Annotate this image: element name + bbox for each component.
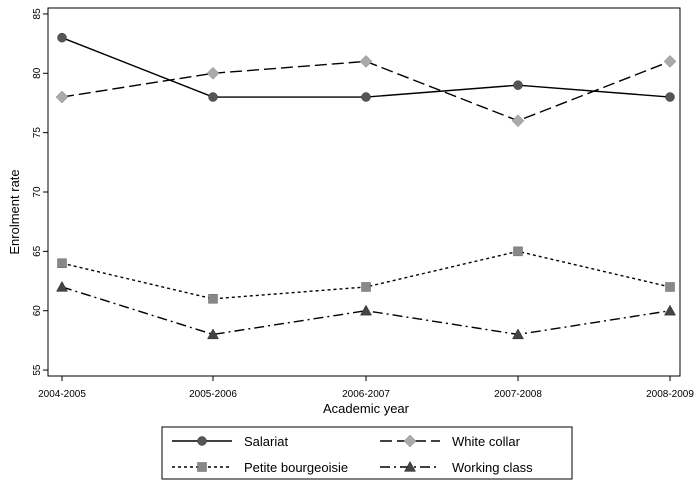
data-point — [206, 66, 220, 80]
x-axis-label: Academic year — [323, 401, 410, 416]
legend-marker — [403, 434, 417, 448]
legend-marker — [197, 436, 207, 446]
data-point — [512, 328, 524, 340]
series-white-collar — [55, 55, 677, 128]
series-lines — [55, 32, 677, 340]
data-point — [360, 304, 372, 316]
legend-label: White collar — [452, 434, 521, 449]
x-tick-label: 2004-2005 — [38, 389, 86, 400]
data-point — [664, 304, 676, 316]
legend-box — [161, 426, 573, 480]
data-point — [663, 55, 677, 68]
y-tick-label: 70 — [32, 186, 43, 198]
legend-item: Petite bourgeoisie — [172, 460, 348, 475]
data-point — [361, 282, 371, 292]
legend-label: Working class — [452, 460, 533, 475]
y-axis-label: Enrolment rate — [7, 169, 22, 254]
legend-marker — [197, 462, 207, 472]
x-tick-label: 2008-2009 — [646, 389, 694, 400]
data-point — [57, 32, 67, 43]
legend-item: Salariat — [172, 434, 288, 449]
x-tick-label: 2006-2007 — [342, 389, 390, 400]
legend-marker — [404, 460, 416, 472]
data-point — [361, 92, 371, 102]
data-point — [513, 246, 523, 257]
data-point — [56, 280, 68, 292]
y-tick-label: 60 — [32, 305, 43, 317]
data-point — [665, 282, 675, 292]
series-line — [61, 286, 671, 336]
legend-item: Working class — [380, 460, 533, 475]
data-point — [208, 294, 218, 304]
data-point — [55, 90, 69, 104]
data-point — [665, 92, 675, 102]
series-working-class — [56, 280, 676, 340]
x-tick-label: 2007-2008 — [494, 389, 542, 400]
data-point — [511, 114, 525, 128]
series-petite-bourgeoisie — [57, 246, 675, 304]
y-axis: 55 60 65 70 75 80 85 — [32, 8, 48, 376]
data-point — [513, 80, 523, 90]
x-axis: 2004-2005 2005-2006 2006-2007 2007-2008 2008… — [38, 376, 694, 400]
data-point — [359, 55, 373, 68]
y-tick-label: 75 — [32, 127, 43, 139]
legend: Salariat White collar Petite bourgeoisie Wo… — [161, 426, 573, 480]
x-tick-label: 2005-2006 — [189, 389, 237, 400]
y-tick-label: 80 — [32, 67, 43, 79]
y-tick-label: 65 — [32, 245, 43, 257]
series-line — [61, 60, 671, 122]
legend-item: White collar — [380, 434, 521, 449]
y-tick-label: 55 — [32, 364, 43, 376]
data-point — [57, 258, 67, 268]
y-tick-label: 85 — [32, 8, 43, 20]
series-salariat — [57, 32, 675, 102]
data-point — [207, 328, 219, 340]
data-point — [208, 92, 218, 102]
legend-label: Petite bourgeoisie — [244, 460, 348, 475]
legend-label: Salariat — [244, 434, 288, 449]
